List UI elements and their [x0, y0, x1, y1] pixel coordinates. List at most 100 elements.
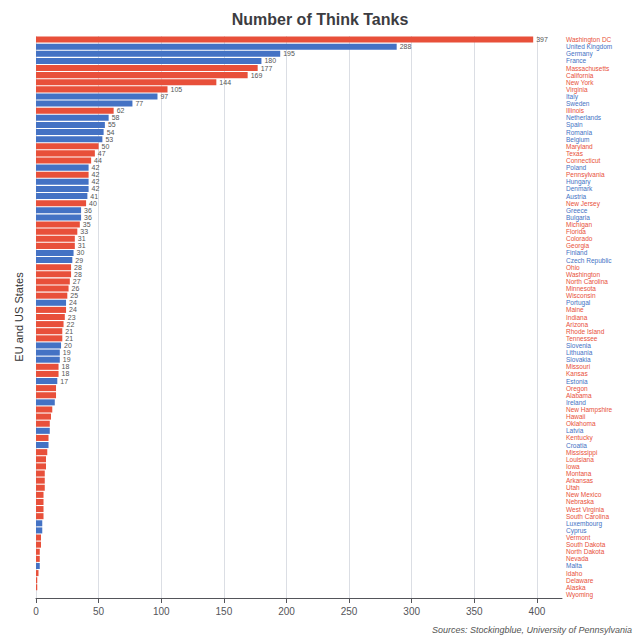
svg-text:California: California	[566, 72, 594, 79]
svg-text:21: 21	[65, 328, 73, 335]
svg-text:Colorado: Colorado	[566, 235, 593, 242]
svg-text:50: 50	[102, 143, 110, 150]
svg-text:Slovenia: Slovenia	[566, 342, 591, 349]
svg-text:Arizona: Arizona	[566, 321, 588, 328]
svg-text:33: 33	[80, 228, 88, 235]
svg-text:20: 20	[64, 342, 72, 349]
svg-text:54: 54	[107, 129, 115, 136]
svg-text:18: 18	[62, 370, 70, 377]
svg-text:Estonia: Estonia	[566, 378, 588, 385]
svg-text:40: 40	[89, 200, 97, 207]
svg-text:Texas: Texas	[566, 150, 584, 157]
svg-text:44: 44	[94, 157, 102, 164]
svg-text:42: 42	[92, 185, 100, 192]
svg-text:300: 300	[403, 606, 420, 617]
svg-text:Iowa: Iowa	[566, 463, 580, 470]
svg-text:Netherlands: Netherlands	[566, 114, 602, 121]
svg-text:South Carolina: South Carolina	[566, 513, 609, 520]
svg-text:Ireland: Ireland	[566, 399, 586, 406]
svg-text:100: 100	[153, 606, 170, 617]
svg-text:Kansas: Kansas	[566, 370, 588, 377]
svg-text:58: 58	[112, 114, 120, 121]
svg-text:Romania: Romania	[566, 129, 592, 136]
svg-text:62: 62	[117, 107, 125, 114]
svg-text:Number of Think Tanks: Number of Think Tanks	[232, 11, 409, 28]
svg-text:42: 42	[92, 171, 100, 178]
svg-text:Nevada: Nevada	[566, 555, 589, 562]
svg-text:397: 397	[536, 36, 548, 43]
svg-text:169: 169	[251, 72, 263, 79]
svg-text:Idaho: Idaho	[566, 570, 583, 577]
svg-text:200: 200	[278, 606, 295, 617]
svg-text:Massachusetts: Massachusetts	[566, 65, 610, 72]
svg-text:Illinois: Illinois	[566, 107, 585, 114]
svg-text:53: 53	[105, 136, 113, 143]
svg-text:Finland: Finland	[566, 249, 588, 256]
svg-text:EU and US States: EU and US States	[13, 272, 25, 362]
svg-text:Missouri: Missouri	[566, 363, 590, 370]
svg-text:35: 35	[83, 221, 91, 228]
svg-text:31: 31	[78, 242, 86, 249]
svg-text:36: 36	[84, 207, 92, 214]
svg-text:26: 26	[72, 285, 80, 292]
svg-text:18: 18	[62, 363, 70, 370]
svg-text:Wisconsin: Wisconsin	[566, 292, 596, 299]
svg-text:77: 77	[135, 100, 143, 107]
svg-text:Oklahoma: Oklahoma	[566, 420, 596, 427]
svg-text:23: 23	[68, 314, 76, 321]
svg-text:South Dakota: South Dakota	[566, 541, 606, 548]
svg-text:Maine: Maine	[566, 306, 584, 313]
svg-text:22: 22	[67, 321, 75, 328]
svg-text:Austria: Austria	[566, 193, 587, 200]
svg-text:North Dakota: North Dakota	[566, 548, 605, 555]
svg-text:Florida: Florida	[566, 228, 586, 235]
svg-text:Denmark: Denmark	[566, 185, 593, 192]
svg-text:Alaska: Alaska	[566, 584, 586, 591]
svg-text:105: 105	[171, 86, 183, 93]
svg-text:Montana: Montana	[566, 470, 592, 477]
svg-text:29: 29	[75, 257, 83, 264]
svg-text:400: 400	[529, 606, 546, 617]
svg-text:150: 150	[216, 606, 233, 617]
svg-text:Indiana: Indiana	[566, 314, 588, 321]
svg-text:Sweden: Sweden	[566, 100, 590, 107]
svg-text:0: 0	[33, 606, 39, 617]
svg-text:55: 55	[108, 121, 116, 128]
svg-text:288: 288	[400, 43, 412, 50]
svg-text:24: 24	[69, 306, 77, 313]
svg-text:250: 250	[341, 606, 358, 617]
svg-text:24: 24	[69, 299, 77, 306]
svg-text:28: 28	[74, 271, 82, 278]
svg-text:Arkansas: Arkansas	[566, 477, 594, 484]
svg-text:17: 17	[60, 378, 68, 385]
svg-text:Utah: Utah	[566, 484, 580, 491]
svg-text:42: 42	[92, 178, 100, 185]
svg-text:Malta: Malta	[566, 562, 582, 569]
svg-text:Greece: Greece	[566, 207, 588, 214]
svg-text:North Carolina: North Carolina	[566, 278, 608, 285]
svg-text:97: 97	[160, 93, 168, 100]
svg-text:Tennessee: Tennessee	[566, 335, 598, 342]
svg-text:Poland: Poland	[566, 164, 587, 171]
svg-text:350: 350	[466, 606, 483, 617]
svg-text:Sources: Stockingblue, Univers: Sources: Stockingblue, University of Pen…	[432, 625, 632, 635]
svg-text:25: 25	[70, 292, 78, 299]
svg-text:Delaware: Delaware	[566, 577, 594, 584]
svg-text:France: France	[566, 57, 587, 64]
svg-text:Lithuania: Lithuania	[566, 349, 593, 356]
svg-text:Louisiana: Louisiana	[566, 456, 594, 463]
svg-text:19: 19	[63, 356, 71, 363]
svg-text:Hawaii: Hawaii	[566, 413, 586, 420]
svg-text:47: 47	[98, 150, 106, 157]
svg-text:Slovakia: Slovakia	[566, 356, 591, 363]
svg-text:21: 21	[65, 335, 73, 342]
svg-text:177: 177	[261, 65, 273, 72]
svg-text:Vermont: Vermont	[566, 534, 590, 541]
svg-text:42: 42	[92, 164, 100, 171]
svg-text:Latvia: Latvia	[566, 427, 584, 434]
svg-text:36: 36	[84, 214, 92, 221]
svg-text:144: 144	[219, 79, 231, 86]
svg-text:Rhode Island: Rhode Island	[566, 328, 605, 335]
svg-text:Alabama: Alabama	[566, 392, 592, 399]
svg-text:195: 195	[283, 50, 295, 57]
